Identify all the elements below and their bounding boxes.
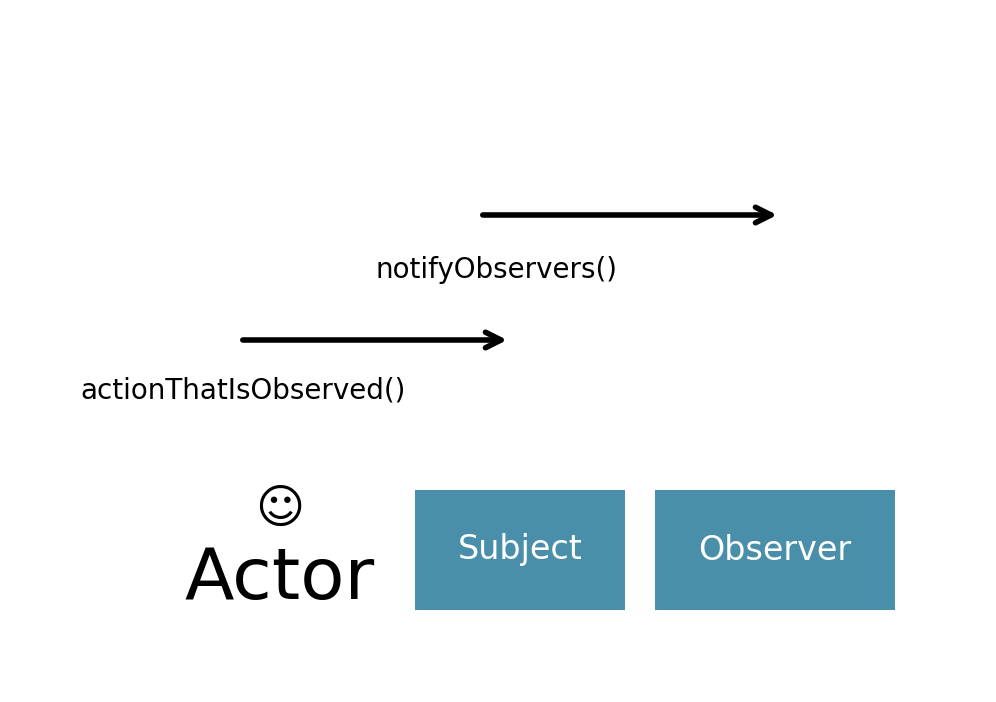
- Text: notifyObservers(): notifyObservers(): [375, 256, 617, 284]
- Text: ☺: ☺: [255, 487, 305, 533]
- Text: Actor: Actor: [185, 545, 375, 614]
- Bar: [655, 490, 895, 610]
- Text: actionThatIsObserved(): actionThatIsObserved(): [80, 376, 405, 404]
- Text: Subject: Subject: [457, 534, 583, 567]
- Bar: [415, 490, 625, 610]
- Text: Observer: Observer: [698, 534, 852, 567]
